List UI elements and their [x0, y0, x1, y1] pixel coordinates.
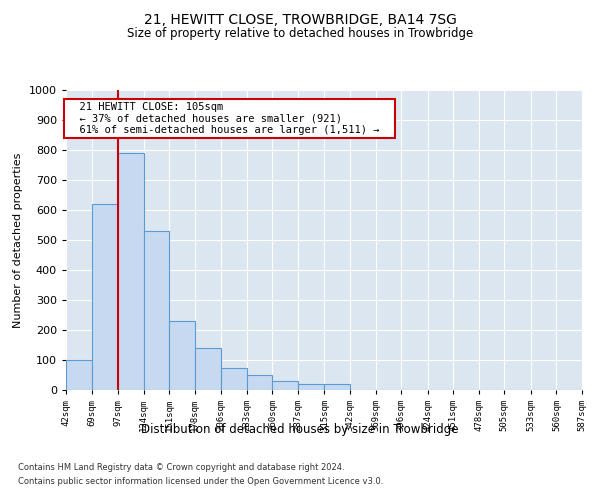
Bar [92, 204, 118, 390]
Text: 21, HEWITT CLOSE, TROWBRIDGE, BA14 7SG: 21, HEWITT CLOSE, TROWBRIDGE, BA14 7SG [143, 12, 457, 26]
Bar [221, 368, 247, 390]
Bar [325, 384, 350, 390]
Text: Contains public sector information licensed under the Open Government Licence v3: Contains public sector information licen… [18, 477, 383, 486]
Y-axis label: Number of detached properties: Number of detached properties [13, 152, 23, 328]
Bar [169, 321, 195, 390]
Bar [272, 381, 298, 390]
Text: Distribution of detached houses by size in Trowbridge: Distribution of detached houses by size … [141, 422, 459, 436]
Bar [118, 153, 143, 390]
Text: 21 HEWITT CLOSE: 105sqm
  ← 37% of detached houses are smaller (921)
  61% of se: 21 HEWITT CLOSE: 105sqm ← 37% of detache… [67, 102, 392, 135]
Bar [143, 231, 169, 390]
Bar [195, 348, 221, 390]
Bar [298, 384, 325, 390]
Bar [247, 375, 272, 390]
Bar [66, 360, 92, 390]
Text: Size of property relative to detached houses in Trowbridge: Size of property relative to detached ho… [127, 28, 473, 40]
Text: Contains HM Land Registry data © Crown copyright and database right 2024.: Contains HM Land Registry data © Crown c… [18, 464, 344, 472]
